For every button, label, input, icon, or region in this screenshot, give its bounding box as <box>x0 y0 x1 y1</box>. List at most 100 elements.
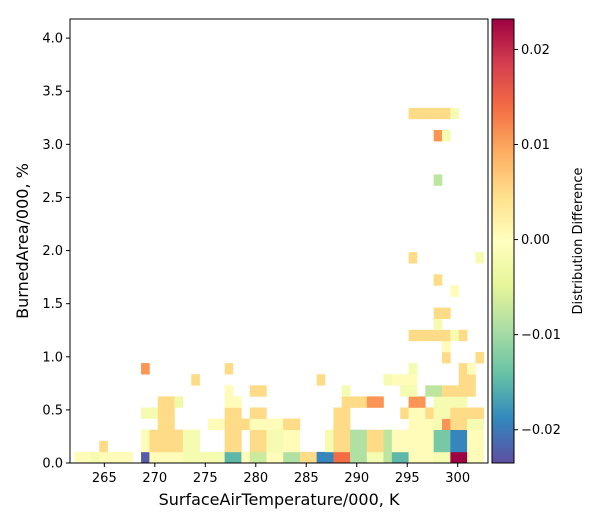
heatmap-cell <box>442 440 451 453</box>
heatmap-cell <box>350 396 359 408</box>
heatmap-cell <box>333 418 342 430</box>
heatmap-cell <box>157 440 167 453</box>
heatmap-cell <box>433 451 443 464</box>
heatmap-cell <box>283 418 292 430</box>
x-tick-label: 270 <box>142 471 167 486</box>
heatmap-cell <box>416 440 426 453</box>
heatmap-cell <box>416 418 426 430</box>
heatmap-cell <box>425 407 434 419</box>
heatmap-cell <box>450 396 460 408</box>
heatmap-cell <box>375 396 384 408</box>
heatmap-cell <box>425 418 434 430</box>
heatmap-cell <box>157 429 167 442</box>
colorbar-tick-label: −0.02 <box>521 423 561 438</box>
heatmap-cell <box>283 429 292 442</box>
heatmap-cell <box>400 374 409 386</box>
heatmap-cell <box>400 385 409 397</box>
heatmap-cell <box>467 418 476 430</box>
heatmap-cell <box>341 396 351 408</box>
heatmap-cell <box>341 429 351 442</box>
heatmap-cell <box>475 440 485 453</box>
heatmap-cell <box>467 451 476 464</box>
heatmap-cell <box>450 440 460 453</box>
heatmap-cell <box>458 418 468 430</box>
heatmap-cell <box>283 440 292 453</box>
heatmap-cell <box>207 451 217 464</box>
heatmap-cell <box>233 440 242 453</box>
heatmap-cell <box>433 418 443 430</box>
heatmap-cell <box>224 407 234 419</box>
heatmap-cell <box>224 396 234 408</box>
heatmap-cell <box>433 440 443 453</box>
heatmap-cell <box>333 407 342 419</box>
heatmap-cell <box>341 407 351 419</box>
x-tick-label: 275 <box>193 471 218 486</box>
heatmap-cell <box>258 385 267 397</box>
heatmap-cell <box>141 429 150 442</box>
heatmap-cell <box>425 107 434 120</box>
heatmap-cell <box>458 396 468 408</box>
x-axis-label: SurfaceAirTemperature/000, K <box>159 490 400 509</box>
colorbar <box>491 18 515 464</box>
heatmap-cell <box>358 440 368 453</box>
heatmap-cell <box>233 451 242 464</box>
heatmap-cell <box>366 440 376 453</box>
heatmap-cell <box>425 329 434 342</box>
heatmap-cell <box>475 407 485 419</box>
heatmap-cell <box>400 407 409 419</box>
heatmap-cell <box>433 318 443 331</box>
heatmap-cell <box>258 429 267 442</box>
heatmap-cell <box>207 418 217 430</box>
heatmap-cell <box>149 429 159 442</box>
heatmap-cell <box>366 429 376 442</box>
heatmap-cell <box>442 396 451 408</box>
heatmap-cell <box>458 440 468 453</box>
heatmap-cell <box>433 307 443 319</box>
heatmap-cell <box>458 329 468 342</box>
colorbar-tick-label: 0.02 <box>521 43 550 58</box>
heatmap-cell <box>408 329 418 342</box>
heatmap-cell <box>433 396 443 408</box>
heatmap-cell <box>224 451 234 464</box>
heatmap-cell <box>442 429 451 442</box>
heatmap-cell <box>358 396 368 408</box>
heatmap-cell <box>191 440 200 453</box>
heatmap-cell <box>258 418 267 430</box>
heatmap-cell <box>383 374 393 386</box>
plot-frame <box>69 18 489 464</box>
heatmap-cell <box>249 385 259 397</box>
heatmap-cell <box>149 440 159 453</box>
colorbar-tick-label: 0.01 <box>521 138 550 153</box>
heatmap-cell <box>450 418 460 430</box>
x-tick-label: 265 <box>92 471 117 486</box>
heatmap-cell <box>199 451 209 464</box>
heatmap-cell <box>433 329 443 342</box>
heatmap-cell <box>166 429 175 442</box>
heatmap-cell <box>475 352 485 364</box>
heatmap-cell <box>157 418 167 430</box>
heatmap-cell <box>442 352 451 364</box>
heatmap-cell <box>182 440 192 453</box>
heatmap-cell <box>408 407 418 419</box>
heatmap-cell <box>82 451 92 464</box>
heatmap-cell <box>249 418 259 430</box>
heatmap-cell <box>341 418 351 430</box>
heatmap-cell <box>157 451 167 464</box>
heatmap-cell <box>115 451 125 464</box>
heatmap-cell <box>391 440 401 453</box>
heatmap-cell <box>249 429 259 442</box>
heatmap-cell <box>467 385 476 397</box>
heatmap-cell <box>375 429 384 442</box>
heatmap-cell <box>316 374 326 386</box>
heatmap-cell <box>458 429 468 442</box>
heatmap-cell <box>341 451 351 464</box>
heatmap-cell <box>383 429 393 442</box>
heatmap-cell <box>458 374 468 386</box>
heatmap-cell <box>450 285 460 297</box>
heatmap-cell <box>442 307 451 319</box>
heatmap-cell <box>258 407 267 419</box>
heatmap-cell <box>224 418 234 430</box>
heatmap-cell <box>166 418 175 430</box>
x-tick-label: 290 <box>344 471 369 486</box>
colorbar-tick-label: −0.01 <box>521 328 561 343</box>
